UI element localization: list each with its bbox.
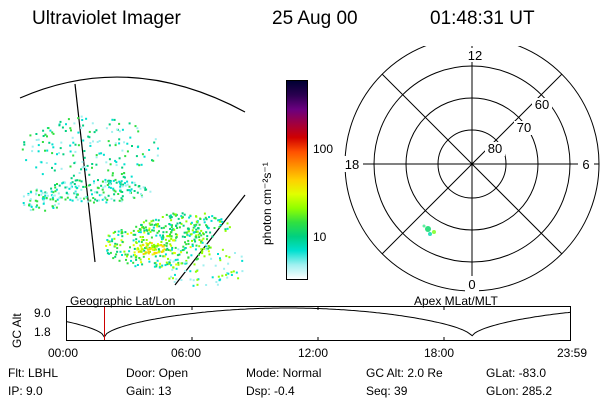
altitude-plot (66, 306, 571, 341)
mlt-label-6: 6 (582, 157, 589, 172)
altitude-xtick-1200: 12:00 (298, 346, 329, 360)
limb-arc (19, 76, 246, 113)
header-date: 25 Aug 00 (272, 8, 358, 29)
info-glon: GLon: 285.2 (486, 384, 553, 398)
info-mode: Mode: Normal (246, 366, 322, 380)
mlt-label-18: 18 (345, 157, 359, 172)
colorbar (286, 80, 308, 280)
colorbar-tick-10: 10 (313, 230, 327, 244)
header-title: Ultraviolet Imager (32, 8, 181, 29)
meridian-line-left (74, 83, 96, 263)
info-dsp: Dsp: -0.4 (246, 384, 295, 398)
lat-label-70: 70 (517, 120, 531, 135)
aurora-emission (21, 115, 244, 287)
polar-grid-panel: 12 18 6 0 60 70 80 (341, 46, 600, 292)
info-flt: Flt: LBHL (8, 366, 59, 380)
info-glat: GLat: -83.0 (486, 366, 547, 380)
meridian-line-right (174, 194, 246, 286)
altitude-xtick-0600: 06:00 (171, 346, 202, 360)
lat-label-60: 60 (535, 97, 549, 112)
geographic-image-panel (19, 76, 246, 287)
header-time: 01:48:31 UT (430, 8, 535, 29)
info-ip: IP: 9.0 (8, 384, 43, 398)
info-door: Door: Open (126, 366, 189, 380)
altitude-xtick-2359: 23:59 (557, 346, 588, 360)
colorbar-unit-label: photon cm⁻²s⁻¹ (260, 162, 274, 245)
polar-aurora-spot (422, 224, 436, 236)
altitude-ytick-min: 1.8 (34, 325, 51, 339)
left-panel-label: Geographic Lat/Lon (70, 294, 176, 308)
lat-label-80: 80 (488, 141, 502, 156)
altitude-xtick-1800: 18:00 (424, 346, 455, 360)
colorbar-tick-100: 100 (313, 142, 334, 156)
altitude-xtick-0000: 00:00 (48, 346, 79, 360)
mlt-label-12: 12 (468, 48, 482, 63)
info-gain: Gain: 13 (126, 384, 172, 398)
altitude-ylabel: GC Alt (10, 313, 24, 348)
altitude-x-ticks (191, 306, 445, 341)
altitude-ytick-max: 9.0 (34, 306, 51, 320)
info-seq: Seq: 39 (366, 384, 408, 398)
right-panel-label: Apex MLat/MLT (414, 294, 498, 308)
info-gc-alt: GC Alt: 2.0 Re (366, 366, 443, 380)
mlt-label-0: 0 (468, 277, 475, 292)
altitude-curve (66, 307, 571, 338)
